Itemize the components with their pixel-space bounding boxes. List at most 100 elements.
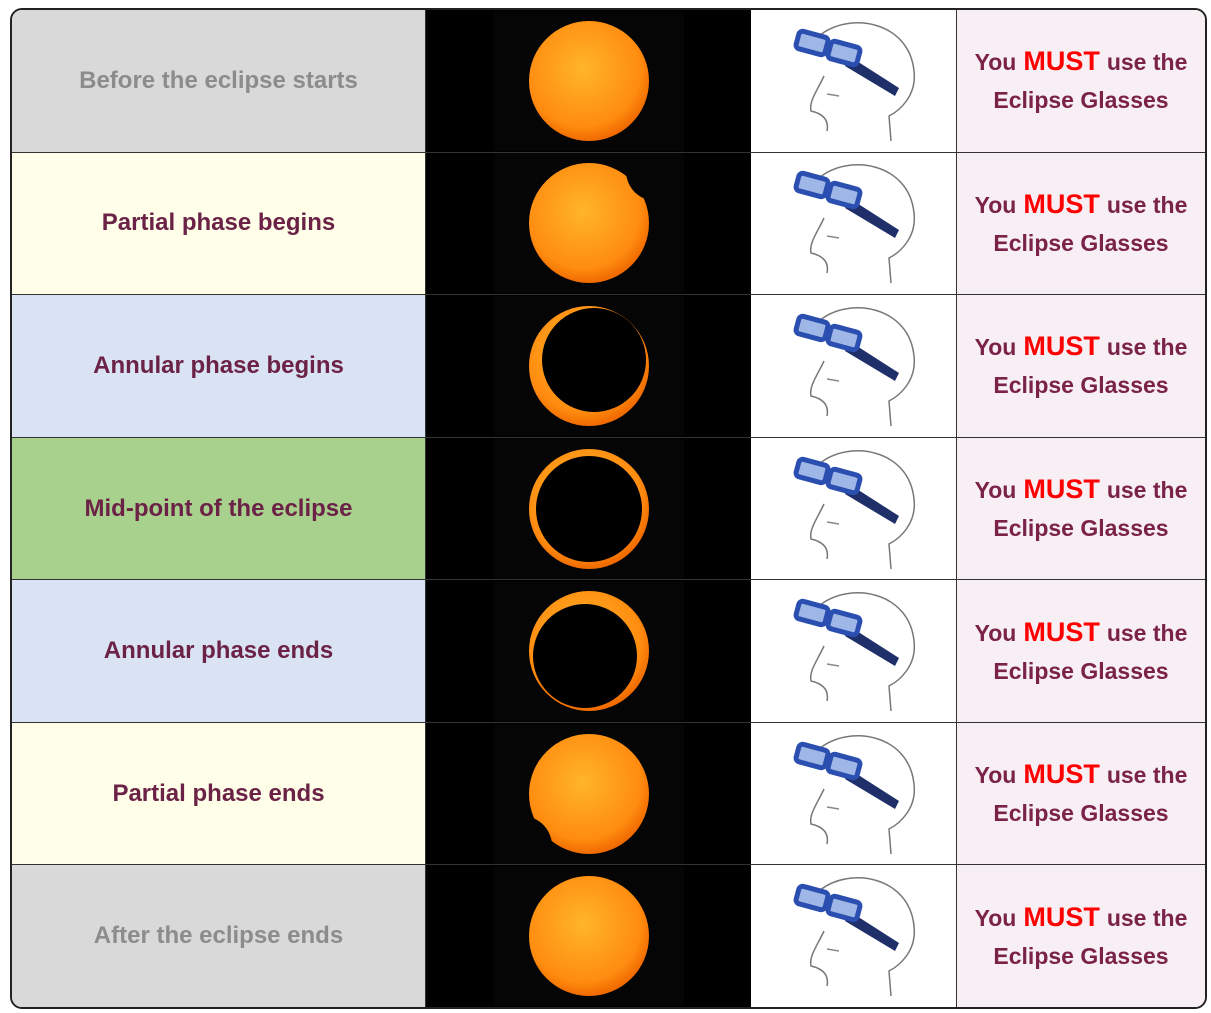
glasses-cell <box>751 295 957 437</box>
image-cell <box>426 10 751 152</box>
table-row: After the eclipse endsYouMUSTuse theEcli… <box>12 864 1205 1007</box>
image-cell <box>426 865 751 1007</box>
glasses-icon <box>779 586 929 716</box>
glasses-icon <box>779 158 929 288</box>
lens <box>795 30 829 55</box>
phase-label: After the eclipse ends <box>12 865 426 1007</box>
lens <box>795 173 829 198</box>
moon <box>533 604 637 708</box>
sun-image <box>494 439 684 579</box>
mouth <box>827 94 839 96</box>
glasses-icon <box>779 16 929 146</box>
glasses-cell <box>751 723 957 865</box>
note-emphasis: MUST <box>1023 474 1100 504</box>
phase-label: Mid-point of the eclipse <box>12 438 426 580</box>
phase-label: Partial phase begins <box>12 153 426 295</box>
glasses-cell <box>751 10 957 152</box>
note-text: You <box>975 334 1017 360</box>
glasses-icon <box>779 301 929 431</box>
lens <box>827 325 861 350</box>
note-text: You <box>975 905 1017 931</box>
note-emphasis: MUST <box>1023 331 1100 361</box>
lens <box>827 40 861 65</box>
image-cell <box>426 723 751 865</box>
sun <box>529 876 649 996</box>
phase-label: Annular phase ends <box>12 580 426 722</box>
note-text: use the <box>1107 192 1188 218</box>
lens <box>827 753 861 778</box>
sun-image <box>494 724 684 864</box>
mouth <box>827 949 839 951</box>
note-line: Eclipse Glasses <box>993 224 1168 262</box>
note-text: use the <box>1107 905 1188 931</box>
note-emphasis: MUST <box>1023 902 1100 932</box>
note-emphasis: MUST <box>1023 189 1100 219</box>
glasses-cell <box>751 153 957 295</box>
sun-image <box>494 866 684 1006</box>
sun-image <box>494 153 684 293</box>
note-text: use the <box>1107 49 1188 75</box>
glasses-cell <box>751 865 957 1007</box>
lens <box>795 743 829 768</box>
note-text: You <box>975 49 1017 75</box>
image-cell <box>426 153 751 295</box>
note-text: You <box>975 620 1017 646</box>
lens <box>827 183 861 208</box>
mouth <box>827 379 839 381</box>
glasses-icon <box>779 729 929 859</box>
sun <box>529 21 649 141</box>
glasses-cell <box>751 580 957 722</box>
lens <box>795 886 829 911</box>
phase-label: Before the eclipse starts <box>12 10 426 152</box>
note-text: use the <box>1107 620 1188 646</box>
sun-image <box>494 296 684 436</box>
glasses-icon <box>779 444 929 574</box>
sun-image <box>494 581 684 721</box>
lens <box>795 315 829 340</box>
note-line: Eclipse Glasses <box>993 794 1168 832</box>
lens <box>795 458 829 483</box>
image-cell <box>426 295 751 437</box>
phase-label: Partial phase ends <box>12 723 426 865</box>
note-line: Eclipse Glasses <box>993 81 1168 119</box>
note-emphasis: MUST <box>1023 46 1100 76</box>
lens <box>827 896 861 921</box>
note-line: Eclipse Glasses <box>993 652 1168 690</box>
glasses-cell <box>751 438 957 580</box>
image-cell <box>426 438 751 580</box>
page: Before the eclipse startsYouMUSTuse theE… <box>0 0 1211 1013</box>
mouth <box>827 522 839 524</box>
note-text: use the <box>1107 762 1188 788</box>
note-emphasis: MUST <box>1023 759 1100 789</box>
mouth <box>827 236 839 238</box>
image-cell <box>426 580 751 722</box>
note-line: Eclipse Glasses <box>993 366 1168 404</box>
moon <box>536 456 642 562</box>
note-text: You <box>975 192 1017 218</box>
mouth <box>827 807 839 809</box>
lens <box>827 611 861 636</box>
note-text: You <box>975 762 1017 788</box>
note-line: YouMUST use the <box>975 898 1188 937</box>
glasses-icon <box>779 871 929 1001</box>
mouth <box>827 664 839 666</box>
note-text: You <box>975 477 1017 503</box>
note-line: Eclipse Glasses <box>993 509 1168 547</box>
phase-label: Annular phase begins <box>12 295 426 437</box>
